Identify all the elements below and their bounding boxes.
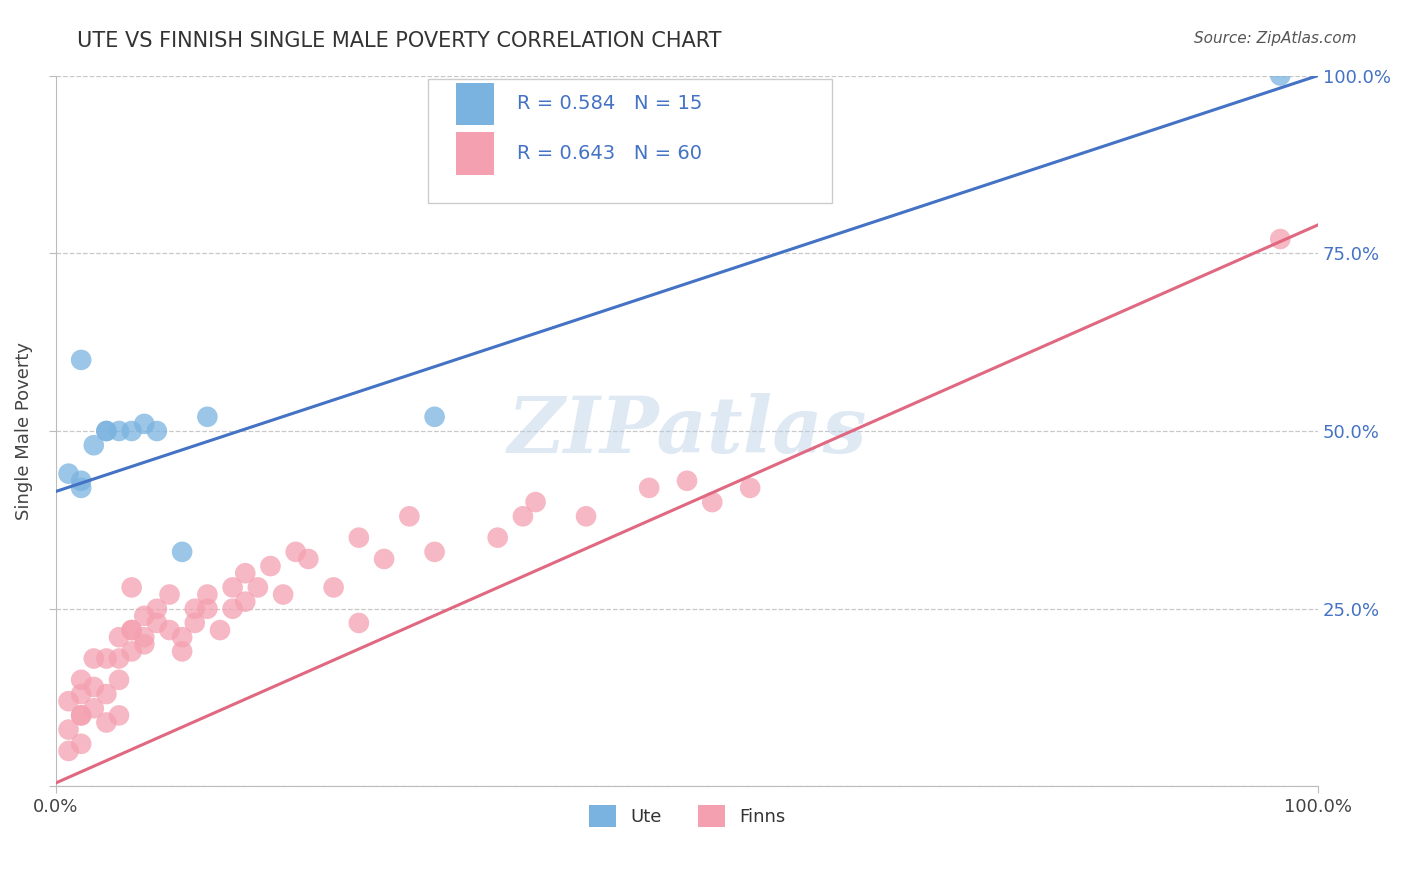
- Point: [297, 552, 319, 566]
- Point: [108, 630, 131, 644]
- Point: [108, 651, 131, 665]
- Point: [159, 623, 181, 637]
- Point: [121, 623, 143, 637]
- Point: [271, 588, 294, 602]
- Point: [70, 352, 93, 367]
- Point: [1270, 232, 1292, 246]
- Point: [195, 409, 218, 424]
- Point: [83, 651, 105, 665]
- Point: [96, 687, 118, 701]
- Point: [146, 424, 169, 438]
- Point: [134, 630, 156, 644]
- Point: [58, 744, 80, 758]
- Point: [70, 687, 93, 701]
- Point: [702, 495, 724, 509]
- Point: [58, 723, 80, 737]
- Point: [58, 694, 80, 708]
- Point: [146, 615, 169, 630]
- Point: [96, 424, 118, 438]
- Point: [1270, 69, 1292, 83]
- Point: [512, 509, 534, 524]
- Point: [134, 417, 156, 431]
- Point: [233, 566, 256, 581]
- Point: [423, 545, 446, 559]
- Point: [159, 588, 181, 602]
- Point: [423, 409, 446, 424]
- Point: [486, 531, 509, 545]
- Point: [108, 424, 131, 438]
- Point: [96, 424, 118, 438]
- Text: ZIPatlas: ZIPatlas: [508, 392, 866, 469]
- Legend: Ute, Finns: Ute, Finns: [582, 797, 793, 834]
- Point: [676, 474, 699, 488]
- Point: [638, 481, 661, 495]
- Point: [195, 588, 218, 602]
- Point: [96, 651, 118, 665]
- Point: [195, 601, 218, 615]
- Point: [83, 701, 105, 715]
- Point: [70, 673, 93, 687]
- Text: R = 0.643   N = 60: R = 0.643 N = 60: [516, 145, 702, 163]
- Point: [121, 644, 143, 658]
- Point: [575, 509, 598, 524]
- Point: [146, 601, 169, 615]
- Y-axis label: Single Male Poverty: Single Male Poverty: [15, 342, 32, 520]
- FancyBboxPatch shape: [456, 132, 494, 175]
- Point: [121, 424, 143, 438]
- Point: [108, 673, 131, 687]
- Point: [184, 601, 207, 615]
- Point: [83, 438, 105, 452]
- Point: [221, 581, 243, 595]
- Point: [172, 644, 194, 658]
- Point: [373, 552, 395, 566]
- Point: [347, 615, 370, 630]
- Point: [70, 474, 93, 488]
- Point: [134, 608, 156, 623]
- Point: [208, 623, 231, 637]
- Point: [121, 623, 143, 637]
- Point: [246, 581, 269, 595]
- Point: [70, 708, 93, 723]
- Point: [221, 601, 243, 615]
- Point: [108, 708, 131, 723]
- Point: [740, 481, 762, 495]
- Point: [322, 581, 344, 595]
- Point: [172, 545, 194, 559]
- Point: [58, 467, 80, 481]
- Point: [134, 637, 156, 651]
- Text: R = 0.584   N = 15: R = 0.584 N = 15: [516, 95, 702, 113]
- FancyBboxPatch shape: [429, 79, 832, 203]
- Text: Source: ZipAtlas.com: Source: ZipAtlas.com: [1194, 31, 1357, 46]
- Point: [398, 509, 420, 524]
- Point: [70, 708, 93, 723]
- Point: [70, 737, 93, 751]
- Point: [347, 531, 370, 545]
- Point: [121, 581, 143, 595]
- Point: [70, 481, 93, 495]
- Point: [83, 680, 105, 694]
- Text: UTE VS FINNISH SINGLE MALE POVERTY CORRELATION CHART: UTE VS FINNISH SINGLE MALE POVERTY CORRE…: [77, 31, 721, 51]
- Point: [524, 495, 547, 509]
- Point: [284, 545, 307, 559]
- FancyBboxPatch shape: [456, 83, 494, 125]
- Point: [172, 630, 194, 644]
- Point: [96, 715, 118, 730]
- Point: [259, 559, 281, 574]
- Point: [233, 594, 256, 608]
- Point: [184, 615, 207, 630]
